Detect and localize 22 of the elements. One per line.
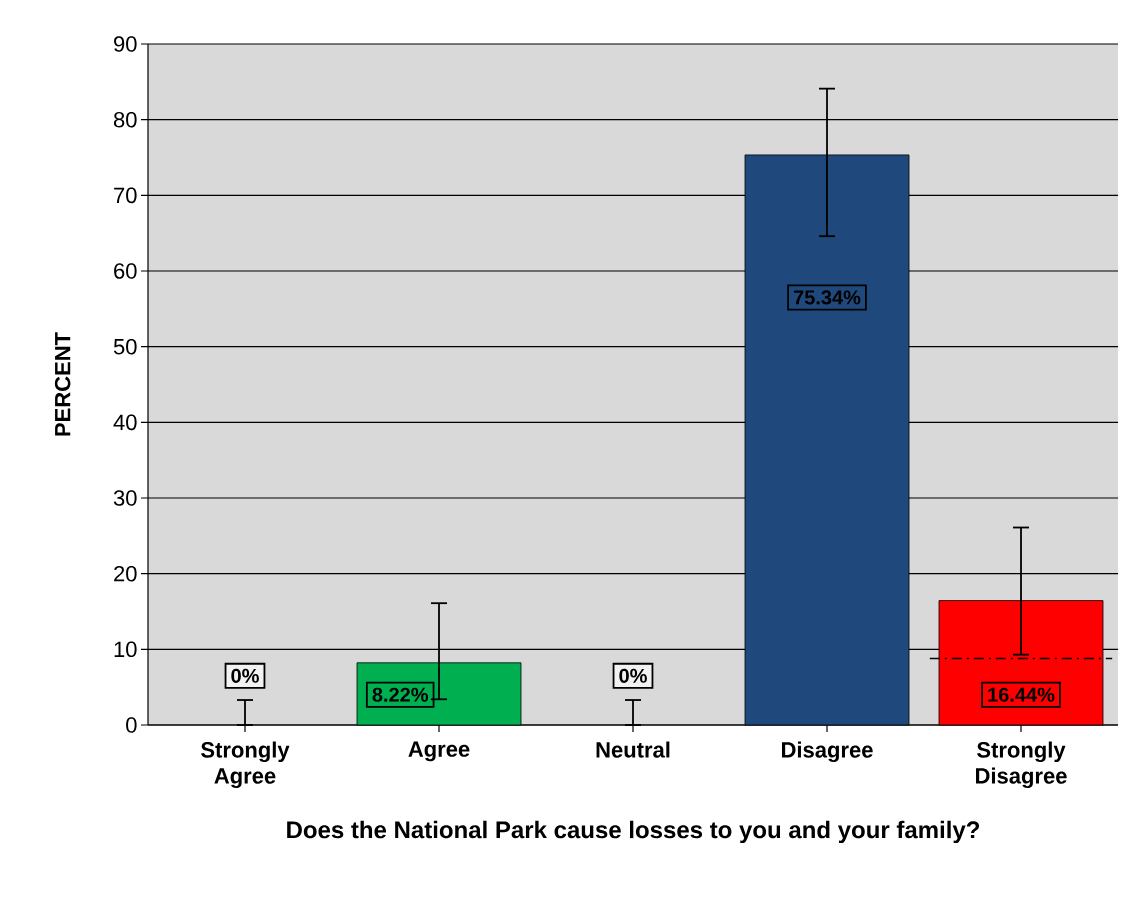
y-tick-label: 40 — [113, 414, 137, 431]
y-tick-label: 20 — [114, 565, 137, 582]
y-tick-label: 10 — [114, 641, 137, 658]
data-label: 0% — [619, 668, 647, 683]
x-tick-label: Neutral — [596, 741, 670, 758]
y-tick-label: 70 — [114, 187, 137, 204]
data-label: 75.34% — [793, 290, 861, 305]
y-axis-title: PERCENT — [54, 332, 71, 436]
x-tick-label: Strongly Disagree — [976, 741, 1067, 789]
x-tick-label: Agree — [408, 741, 470, 762]
y-tick-label: 0 — [126, 717, 137, 733]
data-label: 16.44% — [988, 687, 1055, 702]
y-tick-label: 80 — [113, 111, 137, 128]
y-tick-label: 30 — [113, 490, 137, 506]
y-tick-label: 60 — [114, 263, 137, 279]
data-label: 8.22% — [372, 687, 429, 702]
x-tick-label: Disagree — [782, 741, 873, 763]
x-axis-title: Does the National Park cause losses to you and your family? — [287, 820, 980, 844]
data-label: 0% — [231, 668, 259, 683]
y-tick-label: 90 — [114, 36, 137, 52]
y-tick-label: 50 — [113, 338, 137, 355]
x-tick-label: Strongly Agree — [201, 741, 290, 789]
